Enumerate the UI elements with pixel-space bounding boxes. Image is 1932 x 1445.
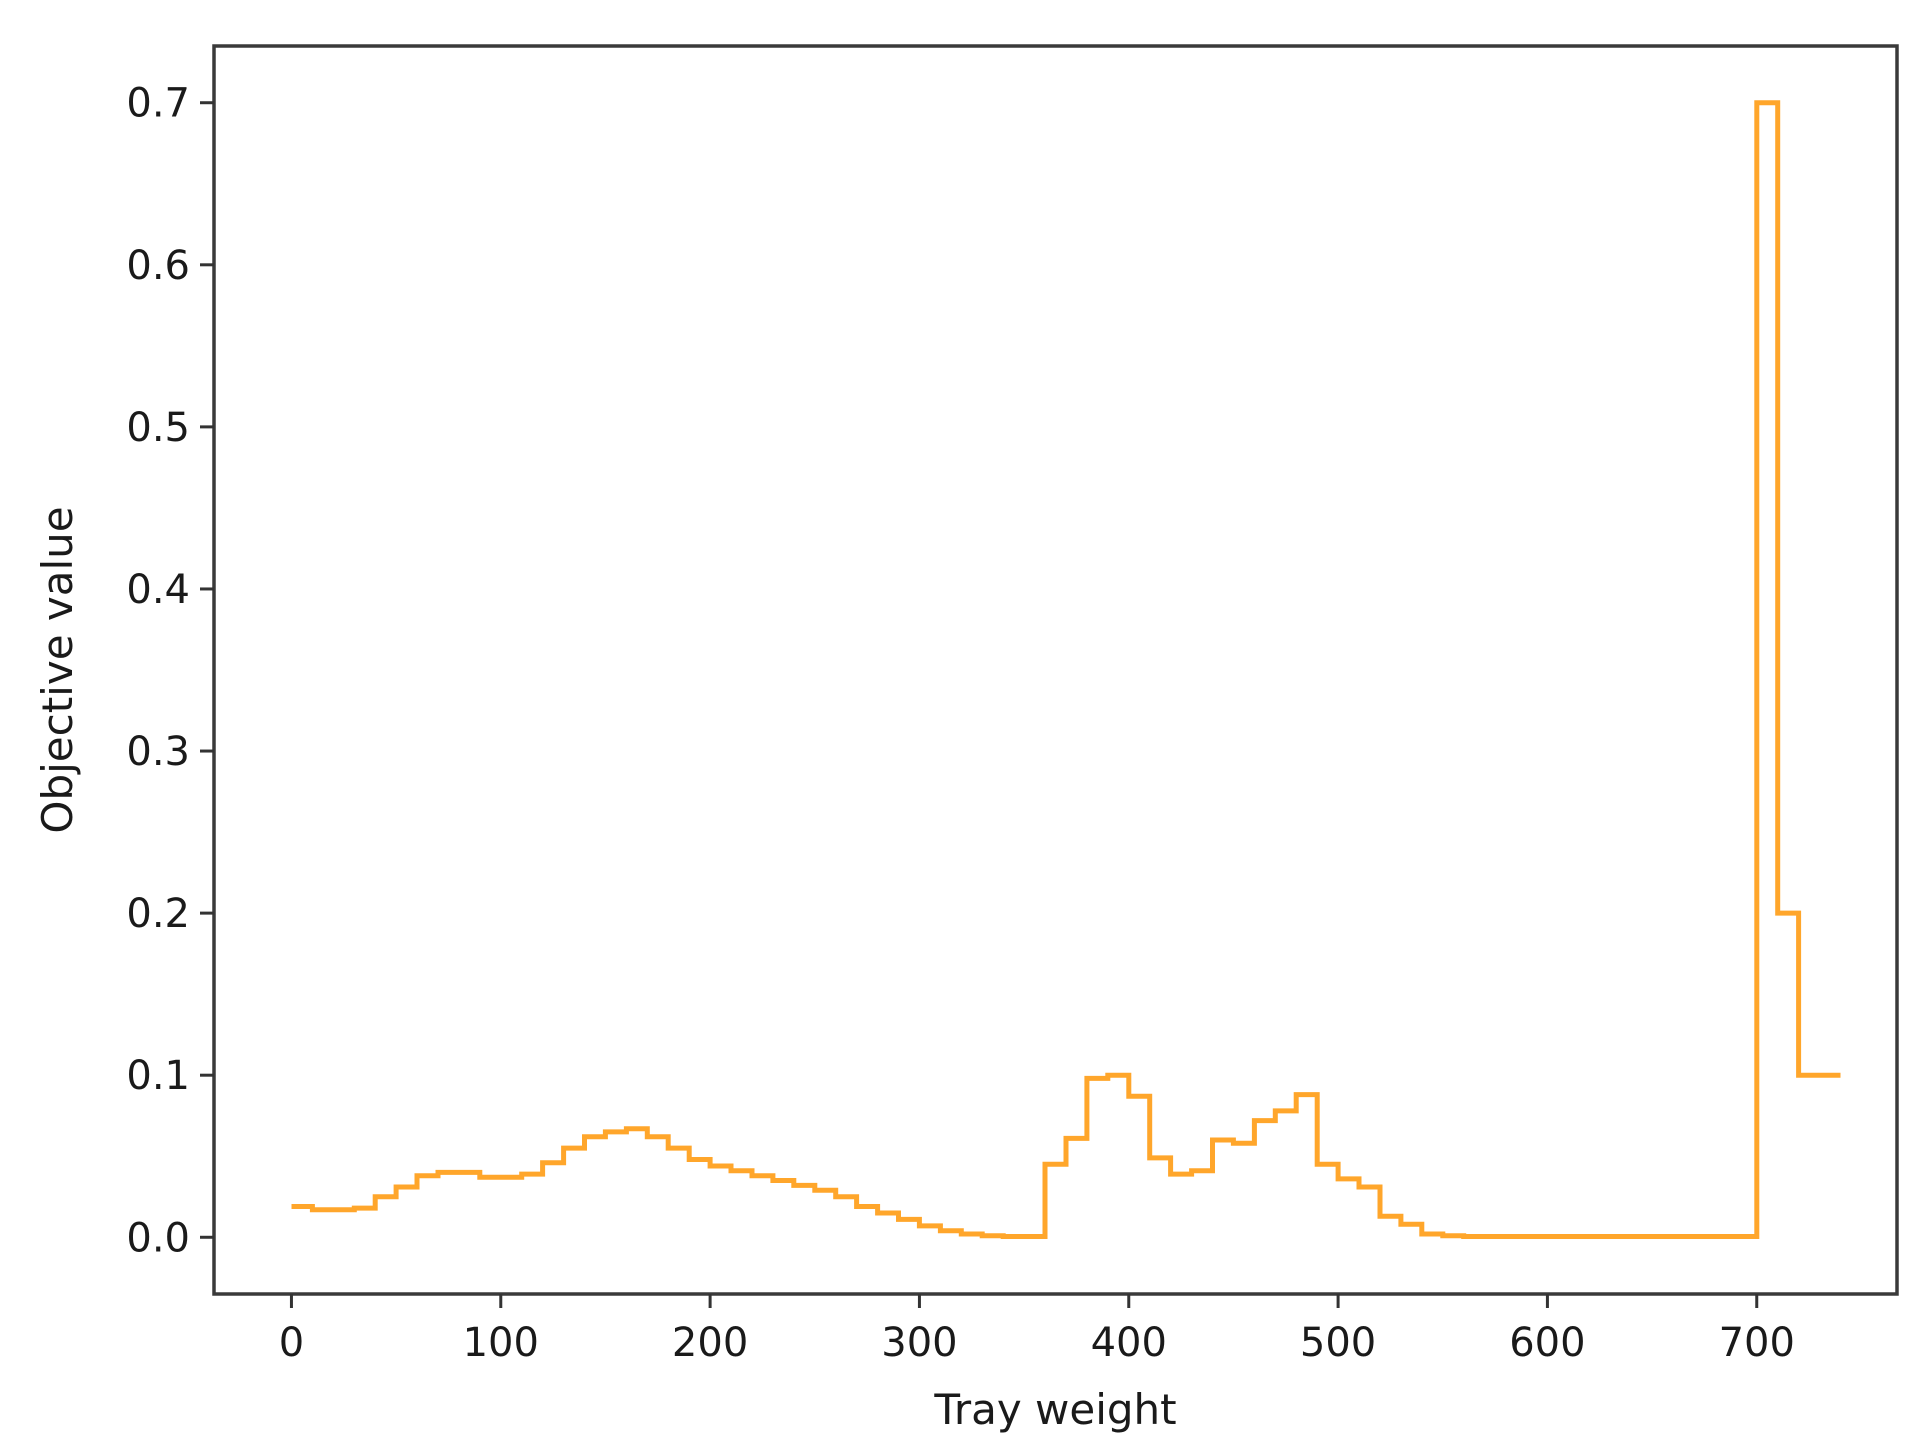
series-line-1 bbox=[291, 100, 1841, 1239]
plot-area bbox=[291, 100, 1841, 1239]
axes-frame bbox=[212, 44, 1899, 1296]
y-tick-label: 0.5 bbox=[126, 405, 190, 451]
x-tick-label: 500 bbox=[1300, 1320, 1376, 1366]
x-tick-label: 0 bbox=[279, 1320, 304, 1366]
y-tick-label: 0.0 bbox=[126, 1215, 190, 1261]
x-tick-label: 700 bbox=[1719, 1320, 1795, 1366]
y-axis-label: Objective value bbox=[33, 506, 82, 833]
x-tick-label: 600 bbox=[1509, 1320, 1585, 1366]
y-tick-label: 0.4 bbox=[126, 567, 190, 613]
y-axis: 0.0 0.1 0.2 0.3 0.4 0.5 0.6 0.7 bbox=[126, 81, 214, 1261]
y-tick-label: 0.7 bbox=[126, 81, 190, 127]
y-tick-label: 0.6 bbox=[126, 243, 190, 289]
x-tick-label: 400 bbox=[1091, 1320, 1167, 1366]
x-tick-label: 200 bbox=[672, 1320, 748, 1366]
y-tick-label: 0.3 bbox=[126, 729, 190, 775]
x-tick-label: 100 bbox=[463, 1320, 539, 1366]
y-tick-label: 0.2 bbox=[126, 891, 190, 937]
x-tick-label: 300 bbox=[881, 1320, 957, 1366]
y-tick-label: 0.1 bbox=[126, 1053, 190, 1099]
x-axis: 0 100 200 300 400 500 600 700 bbox=[279, 1294, 1795, 1366]
x-axis-label: Tray weight bbox=[933, 1385, 1176, 1434]
